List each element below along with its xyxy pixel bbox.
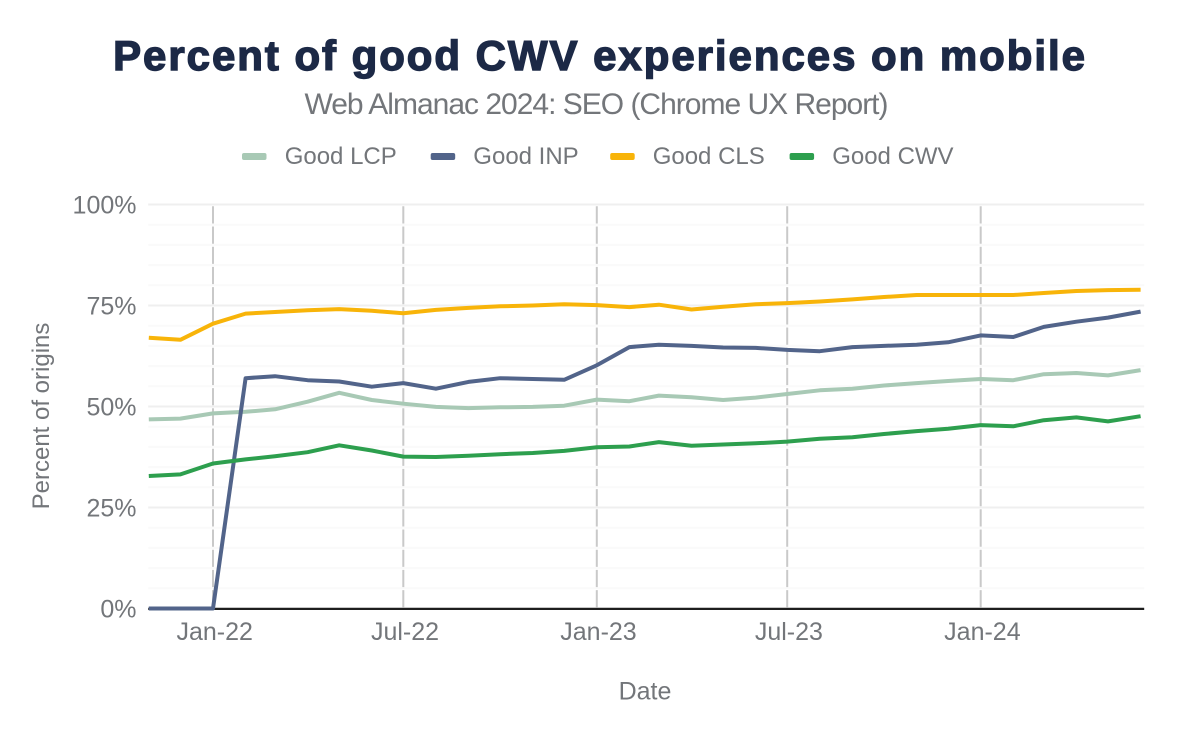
svg-text:Jan-22: Jan-22 xyxy=(176,618,252,646)
svg-text:0%: 0% xyxy=(100,596,136,624)
svg-text:75%: 75% xyxy=(86,293,136,321)
svg-text:100%: 100% xyxy=(73,192,137,220)
svg-text:Jan-24: Jan-24 xyxy=(944,618,1021,646)
svg-text:Percent of good CWV experience: Percent of good CWV experiences on mobil… xyxy=(113,32,1087,79)
svg-text:Percent of origins: Percent of origins xyxy=(28,323,55,510)
svg-text:25%: 25% xyxy=(86,495,136,523)
svg-text:Good LCP: Good LCP xyxy=(285,143,397,170)
svg-text:50%: 50% xyxy=(86,394,136,422)
svg-text:Web Almanac 2024: SEO (Chrome: Web Almanac 2024: SEO (Chrome UX Report) xyxy=(304,88,887,121)
svg-text:Jul-23: Jul-23 xyxy=(755,618,823,646)
svg-text:Date: Date xyxy=(619,678,672,706)
svg-text:Jan-23: Jan-23 xyxy=(560,618,636,646)
svg-text:Good INP: Good INP xyxy=(473,143,578,170)
svg-text:Good CLS: Good CLS xyxy=(653,143,765,170)
svg-text:Jul-22: Jul-22 xyxy=(371,618,439,646)
svg-text:Good CWV: Good CWV xyxy=(832,143,953,170)
